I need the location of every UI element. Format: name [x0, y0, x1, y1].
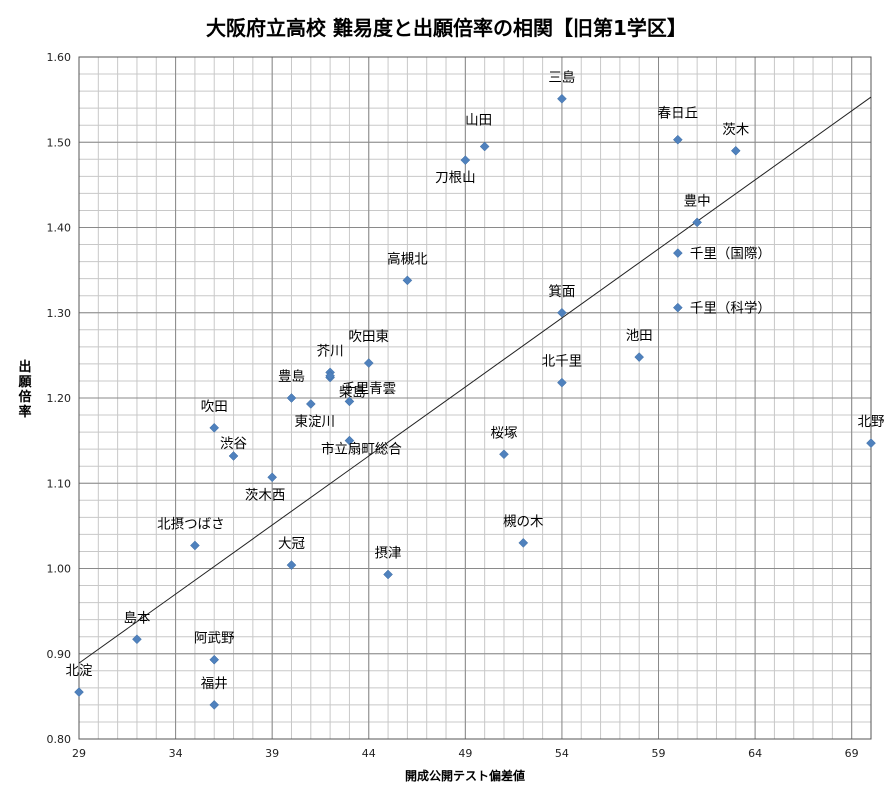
- plot-frame: [78, 56, 872, 740]
- point-label: 市立扇町総合: [321, 441, 402, 458]
- point-label: 茨木西: [245, 487, 286, 503]
- data-point: [267, 472, 278, 483]
- chart-title: 大阪府立高校 難易度と出願倍率の相関【旧第1学区】: [206, 16, 687, 40]
- x-tick-label: 39: [265, 747, 279, 760]
- x-axis-label: 開成公開テスト偏差値: [404, 769, 525, 783]
- data-point: [557, 93, 567, 104]
- point-label: 北千里: [542, 354, 583, 370]
- y-tick-label: 0.90: [47, 648, 72, 661]
- point-label: 高槻北: [387, 250, 428, 267]
- x-tick-label: 44: [362, 747, 376, 760]
- point-label: 豊島: [278, 369, 305, 385]
- point-label: 槻の木: [503, 513, 544, 530]
- data-point: [228, 451, 239, 461]
- point-label: 摂津: [375, 545, 402, 561]
- point-label: 豊中: [684, 193, 711, 209]
- point-label: 箕面: [548, 283, 575, 300]
- point-label: 桜塚: [490, 425, 517, 441]
- x-tick-label: 54: [555, 747, 569, 760]
- point-label: 芥川: [317, 343, 344, 359]
- point-label: 千里（科学）: [690, 301, 771, 317]
- data-point: [286, 393, 297, 403]
- point-label: 吹田: [201, 399, 228, 415]
- point-label: 島本: [123, 610, 150, 626]
- point-label: 三島: [548, 70, 575, 86]
- y-tick-label: 1.60: [47, 51, 72, 64]
- point-label: 千里青雲: [342, 381, 396, 397]
- point-label: 北摂つばさ: [157, 516, 225, 532]
- data-point: [730, 145, 741, 156]
- data-point: [325, 370, 335, 381]
- data-point: [286, 560, 297, 570]
- data-point: [209, 422, 220, 433]
- data-point: [74, 687, 84, 697]
- data-point: [557, 377, 567, 388]
- data-point: [383, 569, 393, 580]
- data-point: [866, 438, 876, 449]
- x-tick-label: 69: [845, 747, 859, 760]
- data-point: [209, 700, 220, 710]
- y-tick-label: 1.40: [47, 222, 72, 235]
- y-tick-label: 1.30: [47, 307, 72, 320]
- data-point: [190, 540, 200, 551]
- data-point: [672, 248, 683, 258]
- data-point: [672, 134, 683, 145]
- point-label: 池田: [626, 328, 653, 344]
- y-tick-label: 1.50: [47, 136, 72, 149]
- data-point: [344, 396, 355, 407]
- data-point: [402, 275, 413, 286]
- point-label: 茨木: [722, 122, 750, 138]
- point-label: 春日丘: [658, 106, 699, 122]
- point-label: 柴島: [339, 384, 366, 400]
- y-tick-label: 1.20: [47, 392, 72, 405]
- y-tick-label: 1.10: [47, 477, 72, 490]
- data-point: [209, 654, 220, 665]
- point-label: 千里（国際）: [690, 246, 771, 262]
- data-point: [518, 538, 529, 548]
- data-point: [672, 302, 683, 313]
- data-point: [479, 141, 490, 152]
- point-label: 吹田東: [349, 329, 390, 345]
- y-axis-label: 出願倍率: [18, 360, 32, 420]
- point-label: 大冠: [278, 536, 305, 552]
- y-tick-label: 0.80: [47, 733, 72, 746]
- data-point: [344, 435, 355, 446]
- trend-line: [78, 96, 872, 664]
- x-tick-label: 34: [169, 747, 183, 760]
- x-tick-label: 64: [748, 747, 762, 760]
- data-point: [692, 217, 702, 228]
- data-point: [305, 399, 316, 409]
- point-label: 刀根山: [435, 170, 476, 186]
- data-point: [634, 352, 645, 362]
- data-point: [557, 307, 567, 318]
- x-tick-label: 49: [458, 747, 472, 760]
- point-label: 阿武野: [194, 631, 235, 647]
- point-label: 渋谷: [220, 436, 247, 452]
- point-label: 山田: [465, 113, 492, 129]
- data-point: [363, 358, 374, 368]
- data-point: [460, 155, 471, 166]
- point-label: 東淀川: [295, 414, 336, 430]
- x-tick-label: 29: [72, 747, 86, 760]
- point-label: 北野: [858, 414, 886, 430]
- point-label: 福井: [201, 676, 228, 692]
- point-label: 北淀: [66, 663, 93, 679]
- y-tick-label: 1.00: [47, 563, 72, 576]
- x-tick-label: 59: [652, 747, 666, 760]
- data-point: [132, 634, 142, 645]
- data-point: [499, 449, 509, 460]
